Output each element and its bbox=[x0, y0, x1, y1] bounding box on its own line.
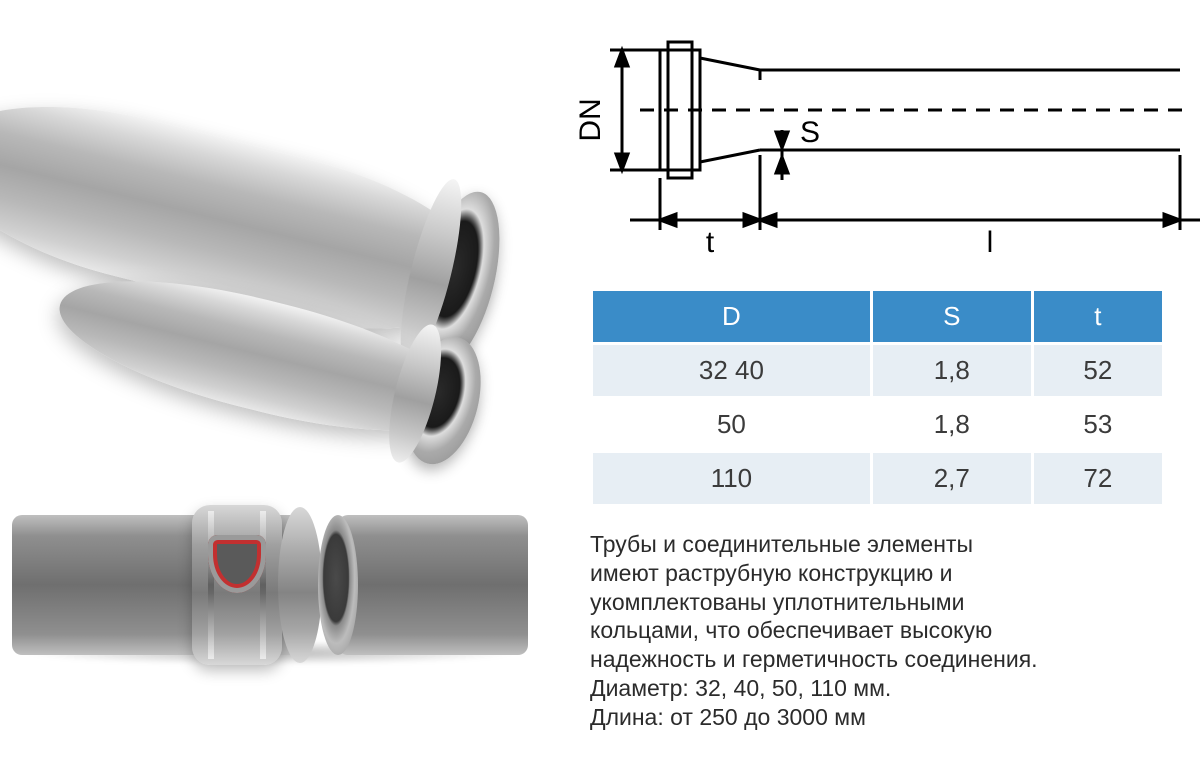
cell-s: 2,7 bbox=[871, 452, 1032, 506]
pipe-small-socket bbox=[394, 329, 493, 472]
label-dn: DN bbox=[574, 98, 607, 141]
desc-line: Трубы и соединительные элементы bbox=[590, 530, 1190, 559]
label-t: t bbox=[706, 226, 715, 259]
cell-s: 1,8 bbox=[871, 398, 1032, 452]
description-text: Трубы и соединительные элементы имеют ра… bbox=[590, 530, 1190, 731]
pipe-cutaway-illustration bbox=[0, 495, 540, 675]
desc-line: кольцами, что обеспечивает высокую bbox=[590, 616, 1190, 645]
cell-d: 32 40 bbox=[592, 344, 872, 398]
table-row: 32 40 1,8 52 bbox=[592, 344, 1164, 398]
dimensions-table: D S t 32 40 1,8 52 50 1,8 53 110 2,7 72 bbox=[590, 288, 1165, 507]
label-l: l bbox=[987, 226, 994, 259]
technical-drawing: DN S t l bbox=[560, 20, 1200, 260]
cutaway-left-endcap bbox=[278, 507, 322, 663]
cell-d: 110 bbox=[592, 452, 872, 506]
cutaway-right-face bbox=[318, 515, 358, 655]
desc-line: надежность и герметичность соединения. bbox=[590, 645, 1190, 674]
col-d: D bbox=[592, 290, 872, 344]
cell-t: 53 bbox=[1032, 398, 1163, 452]
label-s: S bbox=[800, 116, 820, 149]
cell-t: 52 bbox=[1032, 344, 1163, 398]
right-column: DN S t l D S bbox=[560, 0, 1200, 771]
desc-line: укомплектованы уплотнительными bbox=[590, 588, 1190, 617]
desc-line: Диаметр: 32, 40, 50, 110 мм. bbox=[590, 674, 1190, 703]
col-t: t bbox=[1032, 290, 1163, 344]
cutaway-left-pipe bbox=[12, 515, 302, 655]
table-row: 110 2,7 72 bbox=[592, 452, 1164, 506]
cell-s: 1,8 bbox=[871, 344, 1032, 398]
table-header-row: D S t bbox=[592, 290, 1164, 344]
col-s: S bbox=[871, 290, 1032, 344]
cell-d: 50 bbox=[592, 398, 872, 452]
cutaway-right-pipe bbox=[338, 515, 528, 655]
pipes-photo bbox=[0, 0, 540, 440]
left-column bbox=[0, 0, 540, 771]
cell-t: 72 bbox=[1032, 452, 1163, 506]
desc-line: Длина: от 250 до 3000 мм bbox=[590, 703, 1190, 732]
desc-line: имеют раструбную конструкцию и bbox=[590, 559, 1190, 588]
table-row: 50 1,8 53 bbox=[592, 398, 1164, 452]
